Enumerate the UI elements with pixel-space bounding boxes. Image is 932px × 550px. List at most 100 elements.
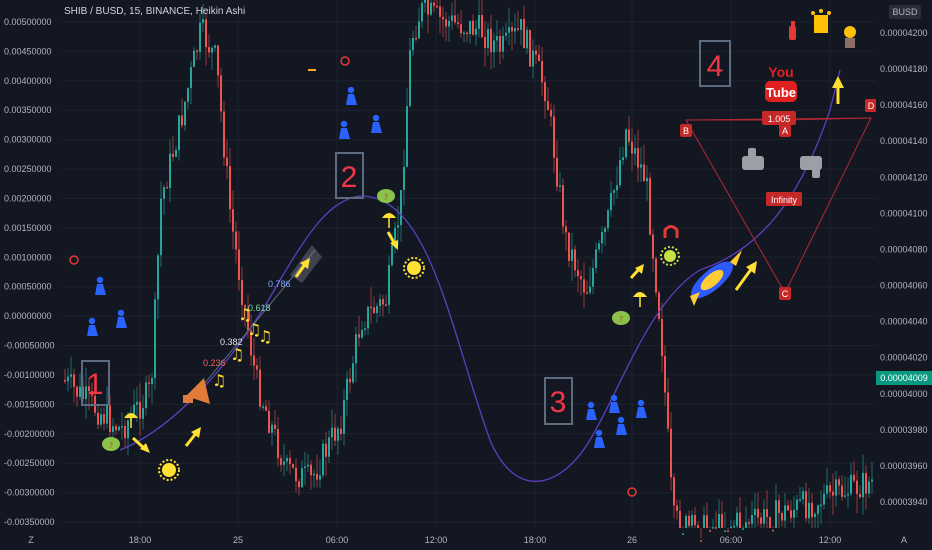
candle-body: [109, 405, 111, 433]
candle-body: [166, 187, 168, 189]
candle-body: [844, 495, 846, 497]
candle-body: [541, 60, 543, 83]
svg-text:0.00004009: 0.00004009: [880, 373, 928, 383]
axis-corner-left[interactable]: Z: [28, 535, 34, 545]
candle-body: [673, 477, 675, 506]
candle-body: [457, 22, 459, 25]
candle-body: [532, 50, 534, 67]
candle-body: [331, 427, 333, 438]
candle-body: [214, 45, 216, 48]
candle-body: [91, 391, 93, 396]
wave-box-4[interactable]: 4: [699, 40, 731, 87]
candle-body: [511, 27, 513, 32]
candle-body: [433, 2, 435, 6]
candle-body: [727, 530, 729, 532]
price-scale-panel: [876, 0, 932, 550]
candle-body: [85, 386, 87, 400]
left-axis-tick: -0.00350000: [4, 517, 55, 527]
right-axis-tick: 0.00004040: [880, 317, 928, 327]
candle-body: [664, 356, 666, 393]
wave-box-1[interactable]: 1: [81, 360, 110, 406]
abcd-point-a[interactable]: A: [779, 124, 791, 137]
candle-body: [136, 401, 138, 405]
candle-body: [481, 15, 483, 38]
candle-body: [628, 129, 630, 142]
speech-bubble-icon-1: ?: [102, 437, 120, 451]
abcd-point-c[interactable]: C: [779, 287, 791, 300]
left-axis-tick: -0.00150000: [4, 399, 55, 409]
candle-body: [757, 508, 759, 518]
candle-body: [256, 365, 258, 370]
wave-box-2[interactable]: 2: [335, 152, 364, 199]
fib-level-0382: 0.382: [220, 337, 243, 347]
candle-body: [466, 32, 468, 35]
candle-body: [658, 292, 660, 319]
candle-body: [178, 115, 180, 150]
axis-corner-right[interactable]: A: [901, 535, 907, 545]
svg-text:♫: ♫: [247, 320, 261, 339]
candle-body: [229, 165, 231, 210]
candle-body: [472, 20, 474, 35]
candle-body: [640, 164, 642, 168]
candle-body: [796, 499, 798, 510]
candle-body: [361, 330, 363, 338]
svg-text:3: 3: [550, 386, 567, 419]
candle-body: [205, 19, 207, 48]
wave-box-3[interactable]: 3: [544, 377, 573, 425]
person-icons: [87, 86, 647, 448]
candle-body: [262, 406, 264, 408]
candle-body: [355, 334, 357, 364]
svg-text:B: B: [683, 126, 689, 136]
person-icon: [339, 120, 350, 139]
candle-body: [382, 299, 384, 305]
left-axis-tick: 0.00350000: [4, 105, 52, 115]
left-axis-tick: 0.00000000: [4, 311, 52, 321]
candle-body: [367, 306, 369, 329]
candle-body: [388, 265, 390, 305]
candelabra-icon: [811, 9, 831, 33]
candle-body: [370, 306, 372, 309]
candle-body: [265, 406, 267, 411]
candle-body: [463, 32, 465, 35]
abcd-point-b[interactable]: B: [680, 124, 692, 137]
candle-body: [544, 82, 546, 102]
candle-body: [196, 50, 198, 53]
right-axis-tick: 0.00004120: [880, 172, 928, 182]
candle-body: [232, 209, 234, 232]
candle-body: [586, 292, 588, 295]
candle-body: [790, 510, 792, 518]
svg-text:1: 1: [87, 368, 104, 401]
candle-body: [277, 428, 279, 459]
candle-body: [151, 378, 153, 385]
currency-badge[interactable]: BUSD: [889, 5, 921, 19]
candle-body: [793, 509, 795, 518]
abcd-point-d[interactable]: D: [865, 99, 877, 112]
candle-body: [442, 16, 444, 20]
candle-body: [250, 330, 252, 356]
candle-body: [859, 493, 861, 498]
candle-body: [679, 510, 681, 528]
candle-body: [547, 101, 549, 110]
candle-body: [604, 228, 606, 233]
candle-body: [607, 210, 609, 229]
candle-body: [280, 458, 282, 465]
candle-body: [418, 21, 420, 39]
candle-body: [460, 24, 462, 34]
candle-body: [712, 527, 714, 529]
candle-body: [157, 255, 159, 300]
candle-body: [439, 6, 441, 17]
svg-text:♫: ♫: [238, 305, 252, 324]
left-axis-tick: 0.00400000: [4, 76, 52, 86]
candle-body: [445, 19, 447, 27]
candle-body: [190, 66, 192, 89]
candle-body: [322, 443, 324, 476]
candle-body: [838, 479, 840, 486]
candle-body: [709, 530, 711, 532]
candle-body: [163, 187, 165, 199]
candle-body: [847, 493, 849, 496]
candle-body: [469, 20, 471, 35]
left-axis-tick: -0.00300000: [4, 488, 55, 498]
candle-body: [451, 15, 453, 21]
candle-body: [427, 0, 429, 15]
